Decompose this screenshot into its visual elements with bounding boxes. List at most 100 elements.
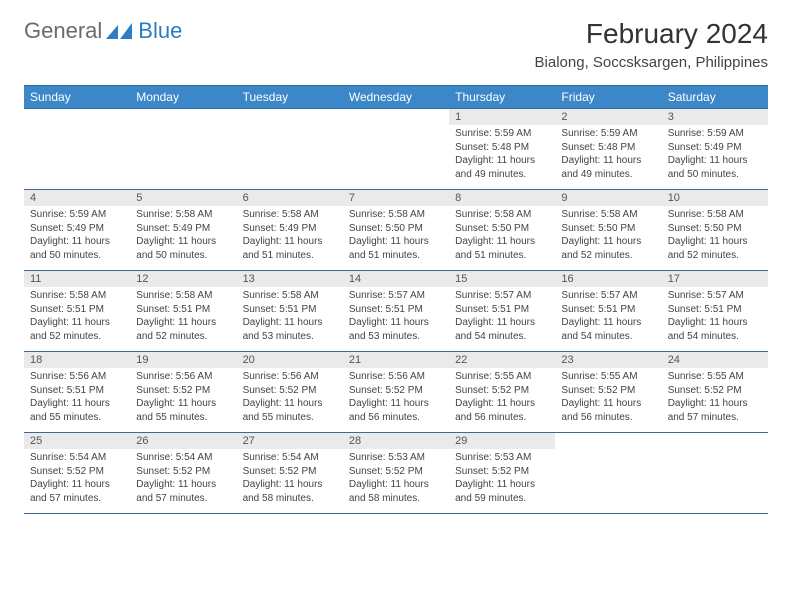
day-header: Friday bbox=[555, 86, 661, 109]
sunset-line: Sunset: 5:51 PM bbox=[30, 384, 124, 398]
daylight-line: Daylight: 11 hours and 51 minutes. bbox=[243, 235, 337, 262]
calendar: Sunday Monday Tuesday Wednesday Thursday… bbox=[24, 85, 768, 514]
day-cell: Sunrise: 5:54 AMSunset: 5:52 PMDaylight:… bbox=[24, 449, 130, 514]
day-header: Saturday bbox=[662, 86, 768, 109]
sunset-line: Sunset: 5:51 PM bbox=[455, 303, 549, 317]
logo-text-blue: Blue bbox=[138, 18, 182, 44]
day-cell: Sunrise: 5:55 AMSunset: 5:52 PMDaylight:… bbox=[449, 368, 555, 433]
day-cell: Sunrise: 5:54 AMSunset: 5:52 PMDaylight:… bbox=[237, 449, 343, 514]
day-cell bbox=[237, 125, 343, 190]
day-number: 10 bbox=[662, 190, 768, 207]
day-cell: Sunrise: 5:58 AMSunset: 5:49 PMDaylight:… bbox=[130, 206, 236, 271]
sunset-line: Sunset: 5:52 PM bbox=[349, 384, 443, 398]
day-number bbox=[130, 109, 236, 126]
day-number: 4 bbox=[24, 190, 130, 207]
day-number: 14 bbox=[343, 271, 449, 288]
day-number: 16 bbox=[555, 271, 661, 288]
sunset-line: Sunset: 5:52 PM bbox=[668, 384, 762, 398]
sunrise-line: Sunrise: 5:57 AM bbox=[561, 289, 655, 303]
day-number: 15 bbox=[449, 271, 555, 288]
day-number: 11 bbox=[24, 271, 130, 288]
daylight-line: Daylight: 11 hours and 54 minutes. bbox=[455, 316, 549, 343]
sunset-line: Sunset: 5:49 PM bbox=[243, 222, 337, 236]
day-number: 13 bbox=[237, 271, 343, 288]
sunset-line: Sunset: 5:52 PM bbox=[561, 384, 655, 398]
day-cell bbox=[343, 125, 449, 190]
sunrise-line: Sunrise: 5:57 AM bbox=[455, 289, 549, 303]
daylight-line: Daylight: 11 hours and 57 minutes. bbox=[136, 478, 230, 505]
day-number: 28 bbox=[343, 433, 449, 450]
daylight-line: Daylight: 11 hours and 56 minutes. bbox=[349, 397, 443, 424]
sunrise-line: Sunrise: 5:55 AM bbox=[668, 370, 762, 384]
daylight-line: Daylight: 11 hours and 51 minutes. bbox=[455, 235, 549, 262]
day-number bbox=[24, 109, 130, 126]
logo: General Blue bbox=[24, 18, 182, 44]
day-content-row: Sunrise: 5:59 AMSunset: 5:48 PMDaylight:… bbox=[24, 125, 768, 190]
day-number: 5 bbox=[130, 190, 236, 207]
day-number: 12 bbox=[130, 271, 236, 288]
day-number-row: 123 bbox=[24, 109, 768, 126]
sunset-line: Sunset: 5:50 PM bbox=[668, 222, 762, 236]
day-cell: Sunrise: 5:57 AMSunset: 5:51 PMDaylight:… bbox=[662, 287, 768, 352]
sunset-line: Sunset: 5:49 PM bbox=[30, 222, 124, 236]
day-number: 8 bbox=[449, 190, 555, 207]
sunrise-line: Sunrise: 5:56 AM bbox=[30, 370, 124, 384]
day-header: Monday bbox=[130, 86, 236, 109]
daylight-line: Daylight: 11 hours and 58 minutes. bbox=[243, 478, 337, 505]
day-cell: Sunrise: 5:53 AMSunset: 5:52 PMDaylight:… bbox=[449, 449, 555, 514]
sunset-line: Sunset: 5:52 PM bbox=[243, 384, 337, 398]
day-cell bbox=[130, 125, 236, 190]
logo-sail-icon bbox=[106, 23, 134, 39]
day-number bbox=[555, 433, 661, 450]
sunrise-line: Sunrise: 5:56 AM bbox=[136, 370, 230, 384]
day-cell: Sunrise: 5:56 AMSunset: 5:52 PMDaylight:… bbox=[343, 368, 449, 433]
day-cell: Sunrise: 5:58 AMSunset: 5:51 PMDaylight:… bbox=[24, 287, 130, 352]
daylight-line: Daylight: 11 hours and 58 minutes. bbox=[349, 478, 443, 505]
day-cell: Sunrise: 5:59 AMSunset: 5:49 PMDaylight:… bbox=[24, 206, 130, 271]
day-cell: Sunrise: 5:58 AMSunset: 5:50 PMDaylight:… bbox=[662, 206, 768, 271]
day-number: 6 bbox=[237, 190, 343, 207]
day-content-row: Sunrise: 5:58 AMSunset: 5:51 PMDaylight:… bbox=[24, 287, 768, 352]
day-header-row: Sunday Monday Tuesday Wednesday Thursday… bbox=[24, 86, 768, 109]
sunset-line: Sunset: 5:51 PM bbox=[349, 303, 443, 317]
title-block: February 2024 Bialong, Soccsksargen, Phi… bbox=[535, 18, 768, 71]
daylight-line: Daylight: 11 hours and 54 minutes. bbox=[561, 316, 655, 343]
sunset-line: Sunset: 5:51 PM bbox=[136, 303, 230, 317]
daylight-line: Daylight: 11 hours and 55 minutes. bbox=[30, 397, 124, 424]
sunrise-line: Sunrise: 5:56 AM bbox=[349, 370, 443, 384]
sunrise-line: Sunrise: 5:53 AM bbox=[455, 451, 549, 465]
sunset-line: Sunset: 5:51 PM bbox=[668, 303, 762, 317]
sunrise-line: Sunrise: 5:58 AM bbox=[136, 208, 230, 222]
day-number: 20 bbox=[237, 352, 343, 369]
day-header: Thursday bbox=[449, 86, 555, 109]
day-content-row: Sunrise: 5:56 AMSunset: 5:51 PMDaylight:… bbox=[24, 368, 768, 433]
sunset-line: Sunset: 5:48 PM bbox=[561, 141, 655, 155]
day-header: Sunday bbox=[24, 86, 130, 109]
day-number bbox=[343, 109, 449, 126]
daylight-line: Daylight: 11 hours and 52 minutes. bbox=[561, 235, 655, 262]
sunrise-line: Sunrise: 5:58 AM bbox=[243, 289, 337, 303]
sunrise-line: Sunrise: 5:55 AM bbox=[455, 370, 549, 384]
logo-text-general: General bbox=[24, 18, 102, 44]
day-number-row: 11121314151617 bbox=[24, 271, 768, 288]
sunrise-line: Sunrise: 5:58 AM bbox=[136, 289, 230, 303]
day-content-row: Sunrise: 5:59 AMSunset: 5:49 PMDaylight:… bbox=[24, 206, 768, 271]
sunset-line: Sunset: 5:50 PM bbox=[349, 222, 443, 236]
sunrise-line: Sunrise: 5:54 AM bbox=[243, 451, 337, 465]
day-cell bbox=[24, 125, 130, 190]
day-number: 17 bbox=[662, 271, 768, 288]
day-cell: Sunrise: 5:55 AMSunset: 5:52 PMDaylight:… bbox=[662, 368, 768, 433]
sunset-line: Sunset: 5:52 PM bbox=[455, 384, 549, 398]
daylight-line: Daylight: 11 hours and 50 minutes. bbox=[30, 235, 124, 262]
day-number: 23 bbox=[555, 352, 661, 369]
daylight-line: Daylight: 11 hours and 52 minutes. bbox=[30, 316, 124, 343]
calendar-body: 123Sunrise: 5:59 AMSunset: 5:48 PMDaylig… bbox=[24, 109, 768, 514]
sunset-line: Sunset: 5:51 PM bbox=[30, 303, 124, 317]
day-cell: Sunrise: 5:59 AMSunset: 5:48 PMDaylight:… bbox=[555, 125, 661, 190]
day-number: 24 bbox=[662, 352, 768, 369]
day-header: Tuesday bbox=[237, 86, 343, 109]
day-number bbox=[662, 433, 768, 450]
day-number: 26 bbox=[130, 433, 236, 450]
day-cell: Sunrise: 5:59 AMSunset: 5:49 PMDaylight:… bbox=[662, 125, 768, 190]
daylight-line: Daylight: 11 hours and 55 minutes. bbox=[136, 397, 230, 424]
